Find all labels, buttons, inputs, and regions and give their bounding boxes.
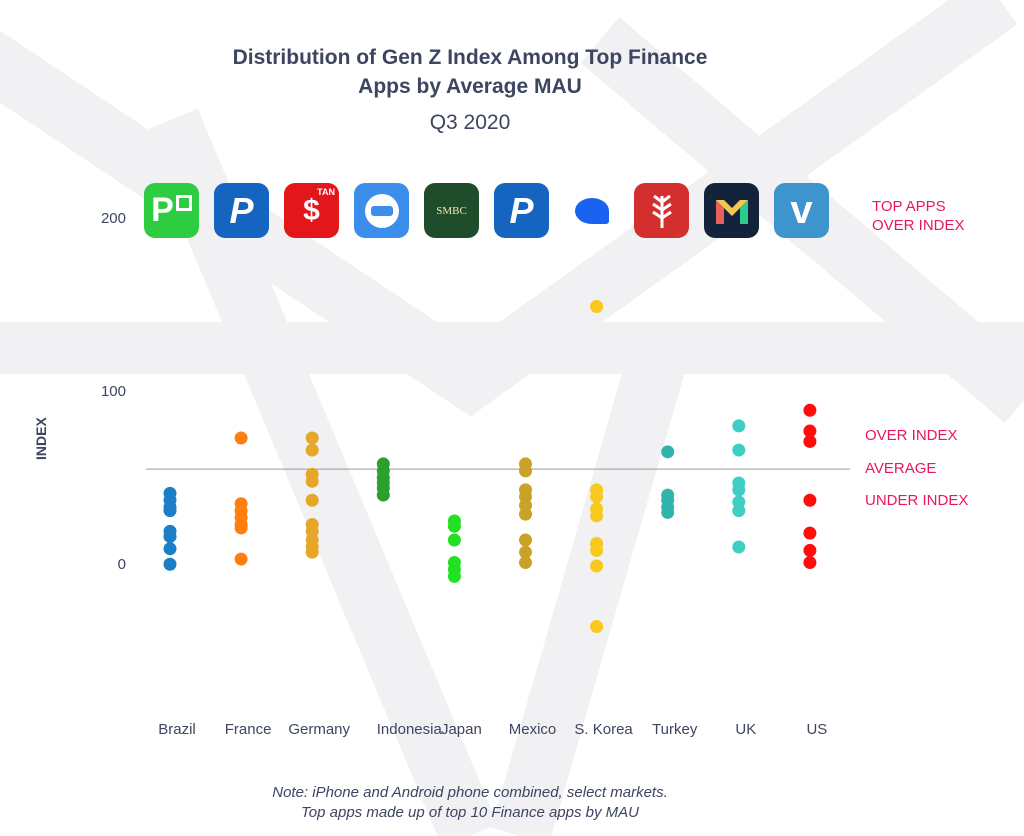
ziraat-icon	[634, 183, 689, 238]
x-tick-label: Japan	[441, 721, 482, 738]
x-tick-label: S. Korea	[574, 721, 633, 738]
monzo-icon	[704, 183, 759, 238]
data-point	[661, 505, 675, 519]
data-point	[163, 504, 177, 518]
footnote-line1: Note: iPhone and Android phone combined,…	[272, 784, 668, 801]
data-point	[803, 526, 817, 540]
smbc-icon: SMBC	[424, 183, 479, 238]
x-tick-label: Indonesia	[377, 721, 443, 738]
sparkasse-icon: $ TAN	[284, 183, 339, 238]
x-tick-label: Germany	[288, 721, 350, 738]
legend-top-apps: TOP APPS OVER INDEX	[872, 197, 965, 235]
data-point	[234, 552, 248, 566]
data-point	[803, 543, 817, 557]
data-point	[590, 509, 604, 523]
x-tick-label: US	[806, 721, 827, 738]
data-point	[590, 490, 604, 504]
data-point	[447, 533, 461, 547]
data-point	[590, 559, 604, 573]
x-tick-label: Mexico	[509, 721, 557, 738]
data-point	[305, 545, 319, 559]
x-tick-label: Brazil	[158, 721, 196, 738]
data-point	[803, 403, 817, 417]
x-tick-label: Turkey	[652, 721, 698, 738]
footnote-line2: Top apps made up of top 10 Finance apps …	[301, 804, 639, 821]
data-point	[519, 507, 532, 521]
legend-average: AVERAGE	[865, 460, 937, 477]
data-point	[803, 424, 817, 438]
data-point	[732, 443, 746, 457]
data-point	[803, 434, 817, 448]
legend-over-index: OVER INDEX	[865, 427, 958, 444]
data-point	[803, 556, 817, 570]
data-point	[803, 493, 817, 507]
x-tick-label: France	[225, 721, 272, 738]
data-point	[519, 533, 532, 547]
toss-icon	[564, 183, 619, 238]
dana-icon	[354, 183, 409, 238]
data-point	[732, 483, 746, 497]
data-point	[163, 530, 177, 544]
data-point	[732, 540, 746, 554]
paypal-icon: P	[494, 183, 549, 238]
data-point	[305, 431, 319, 445]
data-point	[376, 488, 390, 502]
y-tick-label: 0	[117, 556, 126, 573]
data-point	[234, 431, 248, 445]
data-point	[163, 542, 177, 556]
data-point	[732, 504, 746, 518]
paypal-icon: P	[214, 183, 269, 238]
data-point	[305, 493, 319, 507]
legend-under-index: UNDER INDEX	[865, 492, 969, 509]
data-point	[519, 556, 532, 570]
data-point	[519, 545, 532, 559]
picpay-icon: P	[144, 183, 199, 238]
legend-top-apps-line1: TOP APPS	[872, 198, 946, 215]
data-point	[732, 419, 746, 433]
data-point	[519, 464, 532, 478]
tan-badge: TAN	[317, 187, 335, 197]
y-tick-label: 200	[100, 210, 126, 227]
data-point	[447, 569, 461, 583]
footnote: Note: iPhone and Android phone combined,…	[200, 783, 740, 823]
y-tick-label: 100	[100, 383, 126, 400]
legend-top-apps-line2: OVER INDEX	[872, 217, 965, 234]
x-tick-label: UK	[735, 721, 756, 738]
data-point	[234, 521, 248, 535]
chart-title-line2: Apps by Average MAU	[358, 75, 582, 98]
data-point	[590, 620, 604, 634]
data-point	[163, 557, 177, 571]
venmo-icon: v	[774, 183, 829, 238]
data-point	[305, 443, 319, 457]
data-point	[590, 543, 604, 557]
data-point	[305, 474, 319, 488]
data-point	[590, 300, 604, 313]
chart-subtitle: Q3 2020	[429, 111, 511, 134]
data-point	[661, 445, 675, 459]
chart-title-line1: Distribution of Gen Z Index Among Top Fi…	[232, 46, 708, 69]
data-point	[447, 519, 461, 533]
